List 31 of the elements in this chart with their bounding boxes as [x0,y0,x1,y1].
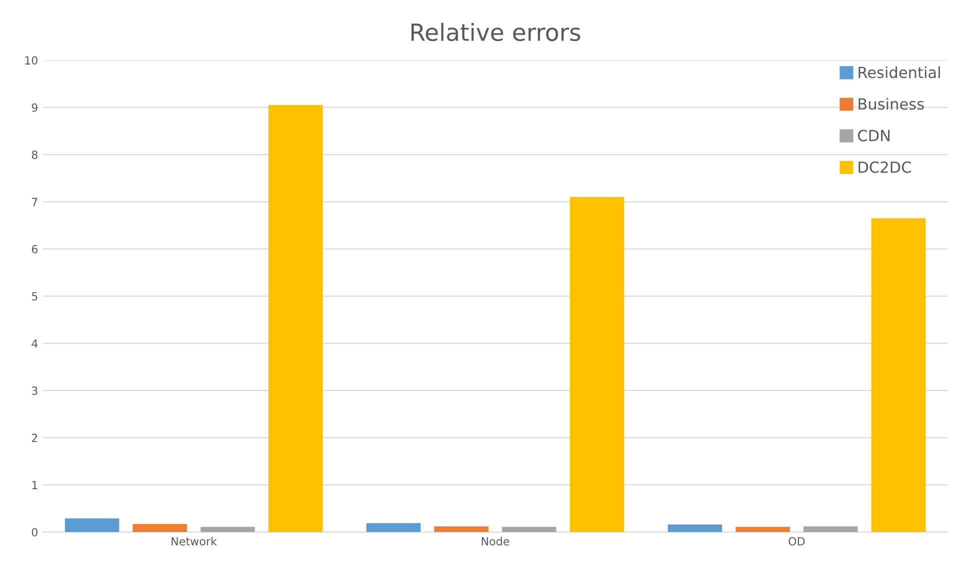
bar [668,524,722,532]
bar [803,526,858,532]
bar [736,526,790,532]
x-tick-label: Network [172,536,217,546]
y-tick-label: 10 [25,56,38,65]
legend-label: Business [858,98,924,110]
y-tick-label: 8 [32,150,38,159]
y-tick-label: 6 [32,244,38,254]
x-tick-label: Node [482,536,510,546]
y-tick-label: 4 [32,339,38,348]
bar [64,518,120,532]
y-tick-label: 7 [32,198,38,206]
y-tick-label: 1 [32,480,38,490]
bar [366,523,421,532]
y-tick-label: 0 [32,528,38,536]
bar [434,526,488,532]
bar [570,197,624,532]
y-tick-label: 2 [32,434,38,442]
y-tick-label: 3 [32,386,38,395]
bar [502,526,556,532]
y-tick-label: 5 [32,292,38,301]
legend-label: Residential [858,66,940,78]
bar [871,218,926,532]
bar [200,526,255,532]
legend-label: DC2DC [858,161,911,173]
chart-title: Relative errors [411,22,580,42]
y-tick-label: 9 [32,103,38,112]
bar [268,105,323,532]
x-tick-label: OD [788,537,805,546]
bar [132,524,188,532]
legend-label: CDN [858,130,890,142]
